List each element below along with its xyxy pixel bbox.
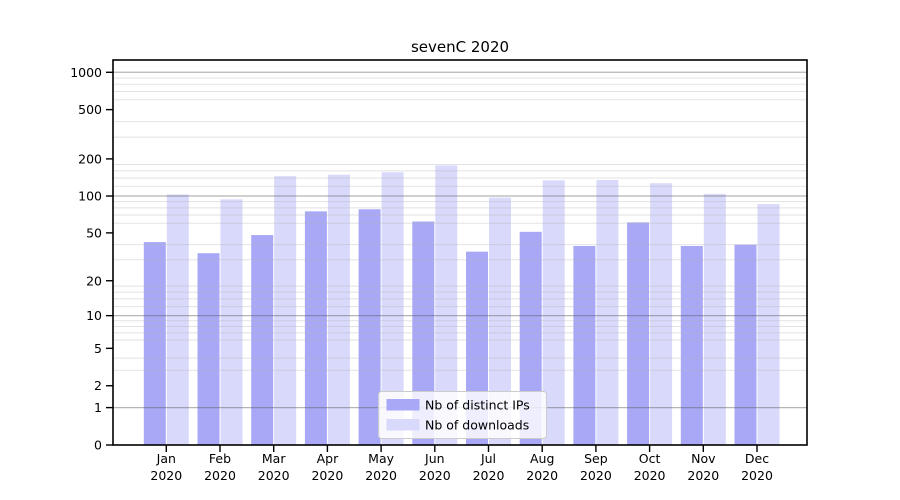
y-tick-label: 500 [78,102,102,117]
bar-downloads-jul [489,197,511,445]
y-tick-label: 2 [94,378,102,393]
x-tick-label-year: 2020 [258,468,290,483]
x-tick-label-month: Jun [424,451,445,466]
bar-downloads-may [381,172,404,445]
y-tick-label: 0 [94,438,102,453]
bar-downloads-mar [274,176,297,446]
bar-distinct-ips-mar [251,235,274,445]
bar-distinct-ips-dec [734,244,757,445]
y-tick-label: 100 [78,189,102,204]
x-tick-label-year: 2020 [741,468,773,483]
y-tick-label: 20 [86,273,102,288]
x-tick-label-month: Aug [530,451,554,466]
x-tick-label-month: May [368,451,394,466]
gridlines-group [113,71,807,409]
x-tick-label-month: Sep [584,451,608,466]
x-tick-label-year: 2020 [150,468,182,483]
x-tick-label-year: 2020 [473,468,505,483]
x-tick-label-month: Dec [745,451,769,466]
bar-downloads-nov [703,193,726,445]
bar-distinct-ips-nov [680,245,703,445]
y-axis: 0 1 2 5 10 20 50 100 200 500 1000 [70,65,113,453]
y-tick-label: 1 [94,400,102,415]
y-tick-label: 200 [78,151,102,166]
x-tick-label-year: 2020 [580,468,612,483]
bar-downloads-sep [596,179,619,445]
bar-distinct-ips-sep [573,245,596,445]
bar-downloads-feb [220,199,243,445]
y-tick-label: 1000 [70,65,102,80]
y-tick-label: 10 [86,308,102,323]
x-tick-label-year: 2020 [365,468,397,483]
bar-downloads-oct [650,183,673,445]
legend-box [378,391,547,439]
bar-downloads-jun [435,165,458,446]
x-tick-label-year: 2020 [311,468,343,483]
x-tick-label-year: 2020 [634,468,666,483]
x-tick-label-year: 2020 [687,468,719,483]
bar-distinct-ips-jan [143,242,166,445]
plot-frame [112,59,808,446]
bar-downloads-apr [327,174,350,445]
x-tick-label-month: Nov [691,451,716,466]
legend-label-1: Nb of downloads [425,418,529,433]
x-tick-label-year: 2020 [419,468,451,483]
x-tick-label-month: Feb [209,451,231,466]
legend-swatch-0 [386,399,420,411]
legend-label-0: Nb of distinct IPs [425,398,530,413]
x-tick-label-year: 2020 [526,468,558,483]
legend: Nb of distinct IPs Nb of downloads [378,391,547,439]
bar-distinct-ips-feb [197,253,220,445]
bar-distinct-ips-apr [304,211,327,445]
bar-downloads-aug [542,180,565,445]
x-tick-label-month: Mar [262,451,286,466]
bar-distinct-ips-oct [627,222,650,445]
x-tick-label-year: 2020 [204,468,236,483]
x-tick-label-month: Jul [480,451,496,466]
chart-title: sevenC 2020 [411,38,509,56]
y-tick-label: 5 [94,341,102,356]
bar-distinct-ips-jun [412,221,435,445]
x-tick-label-month: Apr [317,451,339,466]
x-tick-label-month: Oct [639,451,661,466]
bar-downloads-jan [166,194,189,445]
x-axis: Jan 2020 Feb 2020 Mar 2020 Apr 2020 May 2020 Jun 20… [150,445,773,483]
bar-downloads-dec [757,204,780,445]
x-tick-label-month: Jan [156,451,176,466]
bar-distinct-ips-may [358,209,381,445]
y-tick-label: 50 [86,225,102,240]
legend-swatch-1 [386,419,420,431]
